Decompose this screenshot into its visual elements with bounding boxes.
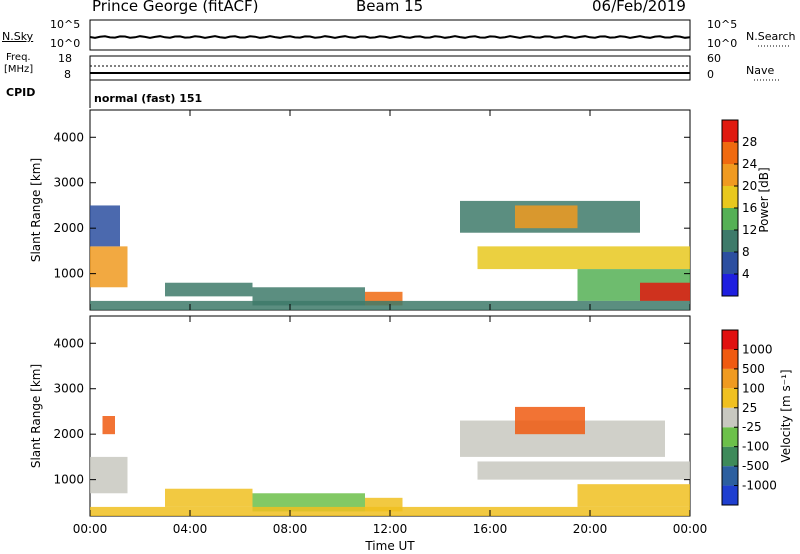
velocity-xtick-label-1: 04:00 [173,522,208,536]
velocity-colorbar-swatch-6 [722,368,738,389]
power-colorbar-label-3: 16 [742,201,757,215]
velocity-region-1 [102,416,115,435]
velocity-colorbar-label: Velocity [m s⁻¹] [779,369,793,462]
freq-tick-top: 18 [58,52,72,65]
velocity-colorbar-label-4: -25 [742,420,762,434]
power-colorbar-swatch-3 [722,208,738,230]
nsky-panel-frame [89,19,691,51]
power-region-6 [477,246,690,270]
nave-tick-top: 60 [707,52,721,65]
nsky-tick-top: 10^5 [50,18,81,31]
velocity-ytick-label-3: 4000 [53,336,84,350]
power-colorbar-swatch-6 [722,142,738,164]
cpid-value: normal (fast) 151 [94,92,203,105]
freq-tick-bottom: 8 [64,68,71,81]
velocity-ytick-label-0: 1000 [53,473,84,487]
power-ytick-label-2: 3000 [53,176,84,190]
nsky-label: N.Sky [2,30,34,43]
power-region-2 [165,282,253,297]
nsky-line [89,35,691,39]
nsearch-tick-top: 10^5 [707,18,738,31]
velocity-colorbar-swatch-0 [722,485,738,505]
nave-label: Nave [746,64,775,77]
velocity-colorbar-swatch-4 [722,407,738,428]
power-colorbar-swatch-0 [722,274,738,296]
power-ylabel: Slant Range [km] [29,158,43,262]
power-yticks: 1000 2000 3000 4000 [53,130,690,281]
velocity-ytick-label-1: 2000 [53,427,84,441]
power-colorbar-label-1: 8 [742,245,750,259]
x-axis-label: Time UT [364,539,415,553]
beam-title: Beam 15 [356,0,424,15]
velocity-ylabel: Slant Range [km] [29,364,43,468]
velocity-region-8 [577,484,690,507]
nsky-tick-bottom: 10^0 [50,37,81,50]
freq-panel-frame [89,55,691,81]
velocity-colorbar-label-5: -100 [742,440,769,454]
velocity-region-6 [515,406,585,435]
power-ytick-label-0: 1000 [53,267,84,281]
freq-label-line2: [MHz] [4,64,34,75]
power-colorbar-swatch-2 [722,230,738,252]
velocity-xtick-label-3: 12:00 [373,522,408,536]
velocity-region-7 [477,461,690,480]
velocity-yticks: 1000 2000 3000 4000 [53,336,690,487]
power-region-7 [515,205,578,229]
velocity-colorbar-swatch-5 [722,388,738,408]
nave-tick-bottom: 0 [707,68,714,81]
power-colorbar-swatch-7 [722,120,738,142]
power-ytick-label-3: 4000 [53,130,84,144]
power-ytick-label-1: 2000 [53,221,84,235]
velocity-xtick-label-5: 20:00 [573,522,608,536]
velocity-xtick-label-0: 00:00 [73,522,108,536]
power-xticks [89,110,691,310]
power-colorbar-label-5: 24 [742,157,757,171]
velocity-xticks: 00:00 04:00 08:00 12:00 16:00 20:00 00:00 [73,316,708,536]
power-colorbar-swatch-4 [722,186,738,208]
velocity-xtick-label-2: 08:00 [273,522,308,536]
power-region-1 [90,205,120,247]
velocity-colorbar-label-6: -500 [742,459,769,473]
nsearch-tick-bottom: 10^0 [707,37,738,50]
velocity-colorbar-swatch-2 [722,446,738,467]
freq-label-line1: Freq. [6,52,31,63]
velocity-colorbar-label-7: -1000 [742,479,777,493]
power-colorbar-label: Power [dB] [757,167,771,232]
power-colorbar: 4 8 12 16 20 24 28 [721,119,757,297]
velocity-colorbar: 1000 500 100 25 -25 -100 -500 -1000 [721,329,777,506]
velocity-ytick-label-2: 3000 [53,382,84,396]
velocity-colorbar-frame [721,329,739,506]
velocity-colorbar-label-1: 500 [742,362,765,376]
velocity-colorbar-swatch-7 [722,349,738,369]
velocity-regions [90,406,690,516]
power-colorbar-swatch-5 [722,164,738,186]
velocity-region-0 [90,456,128,494]
cpid-label: CPID [6,86,36,99]
power-colorbar-label-6: 28 [742,135,757,149]
power-colorbar-label-4: 20 [742,179,757,193]
velocity-colorbar-swatch-3 [722,427,738,447]
power-region-9 [640,282,690,301]
nsearch-label: N.Search [746,30,796,43]
velocity-colorbar-label-3: 25 [742,401,757,415]
power-colorbar-label-0: 4 [742,267,750,281]
velocity-colorbar-label-2: 100 [742,381,765,395]
power-regions [90,200,690,310]
station-title: Prince George (fitACF) [92,0,259,15]
velocity-xtick-label-6: 00:00 [673,522,708,536]
velocity-colorbar-swatch-8 [722,330,738,350]
velocity-colorbar-label-0: 1000 [742,342,773,356]
power-colorbar-swatch-1 [722,252,738,274]
power-colorbar-label-2: 12 [742,223,757,237]
date-title: 06/Feb/2019 [592,0,686,15]
velocity-colorbar-swatch-1 [722,466,738,486]
power-region-0 [90,246,128,288]
velocity-xtick-label-4: 16:00 [473,522,508,536]
velocity-region-2 [165,488,253,507]
